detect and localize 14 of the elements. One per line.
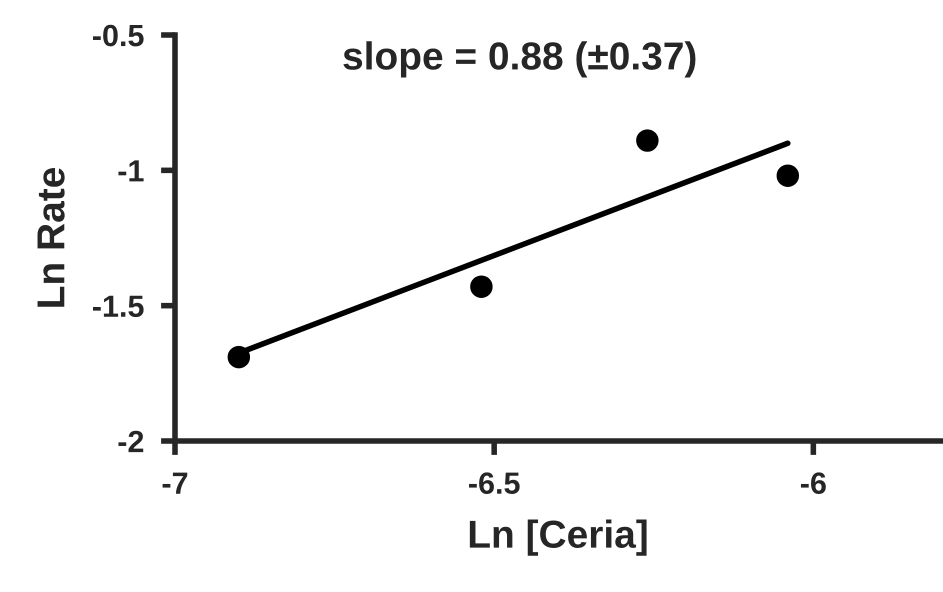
point xyxy=(228,346,250,368)
y-tick-label: -1.5 xyxy=(92,296,144,318)
y-tick-label: -2 xyxy=(118,430,144,452)
x-tick-label: -6.5 xyxy=(469,472,520,494)
point xyxy=(636,129,659,152)
x-tick-label: -7 xyxy=(162,472,188,494)
y-tick-label: -0.5 xyxy=(92,24,144,46)
y-tick-label: -1 xyxy=(118,160,144,182)
annotation: slope = 0.88 (±0.37) xyxy=(343,41,696,78)
point xyxy=(470,275,493,298)
point xyxy=(776,164,800,187)
x-tick-label: -6 xyxy=(800,472,826,494)
x-axis-title: Ln [Ceria] xyxy=(470,519,647,556)
y-axis-title: Ln Rate xyxy=(38,168,65,307)
